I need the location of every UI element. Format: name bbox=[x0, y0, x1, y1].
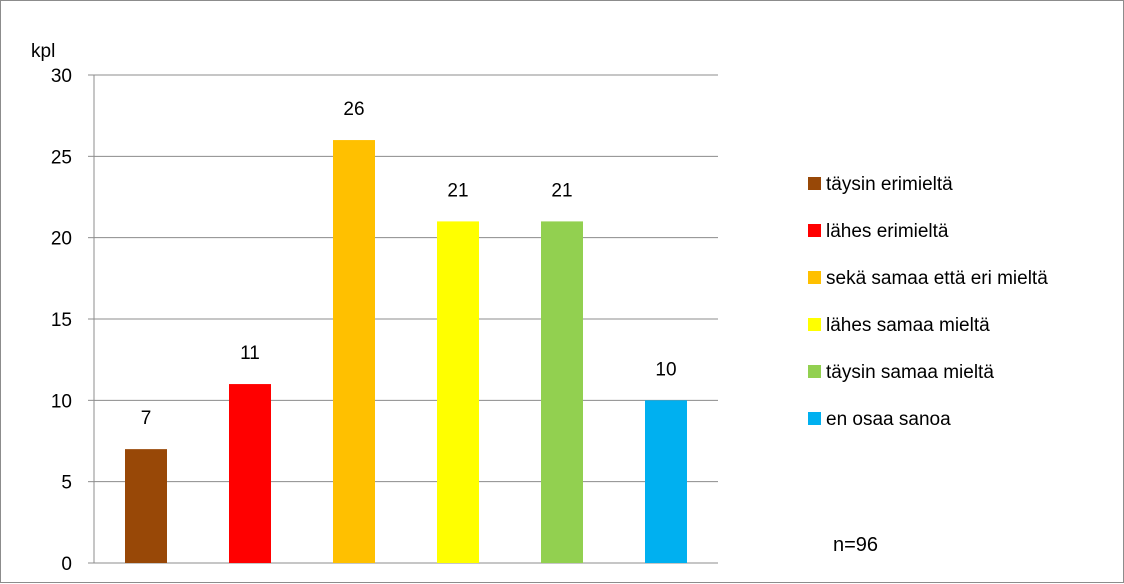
legend-swatch bbox=[808, 318, 821, 331]
legend: täysin erimieltä lähes erimieltä sekä sama… bbox=[808, 174, 1048, 430]
bar bbox=[333, 140, 375, 564]
y-tick-label: 20 bbox=[51, 229, 72, 250]
data-label: 21 bbox=[447, 180, 468, 201]
y-tick-label: 0 bbox=[61, 554, 72, 575]
legend-swatch bbox=[808, 177, 821, 190]
data-labels: 7 11 26 21 21 10 bbox=[141, 99, 677, 429]
legend-swatch bbox=[808, 412, 821, 425]
y-tick-label: 30 bbox=[51, 66, 72, 87]
y-tick-label: 10 bbox=[51, 391, 72, 412]
bar bbox=[437, 221, 479, 563]
legend-label: sekä samaa että eri mieltä bbox=[826, 268, 1048, 289]
data-label: 21 bbox=[551, 180, 572, 201]
legend-label: lähes erimieltä bbox=[826, 221, 949, 242]
y-tick-label: 15 bbox=[51, 310, 72, 331]
legend-label: täysin erimieltä bbox=[826, 174, 953, 195]
legend-swatch bbox=[808, 224, 821, 237]
sample-size-note: n=96 bbox=[833, 534, 878, 556]
bars bbox=[125, 140, 687, 564]
y-axis-label: kpl bbox=[31, 41, 55, 62]
y-tick-label: 25 bbox=[51, 147, 72, 168]
y-tick-label: 5 bbox=[61, 473, 72, 494]
legend-label: täysin samaa mieltä bbox=[826, 362, 994, 383]
axes: 0 5 10 15 20 25 30 bbox=[51, 66, 718, 575]
legend-label: lähes samaa mieltä bbox=[826, 315, 990, 336]
bar bbox=[541, 221, 583, 563]
legend-label: en osaa sanoa bbox=[826, 409, 951, 430]
gridlines bbox=[94, 74, 718, 483]
data-label: 26 bbox=[343, 99, 364, 120]
bar bbox=[229, 384, 271, 563]
bar bbox=[125, 449, 167, 563]
data-label: 11 bbox=[240, 343, 260, 364]
data-label: 10 bbox=[655, 359, 676, 380]
legend-swatch bbox=[808, 365, 821, 378]
data-label: 7 bbox=[141, 408, 152, 429]
bar bbox=[645, 400, 687, 563]
legend-swatch bbox=[808, 271, 821, 284]
